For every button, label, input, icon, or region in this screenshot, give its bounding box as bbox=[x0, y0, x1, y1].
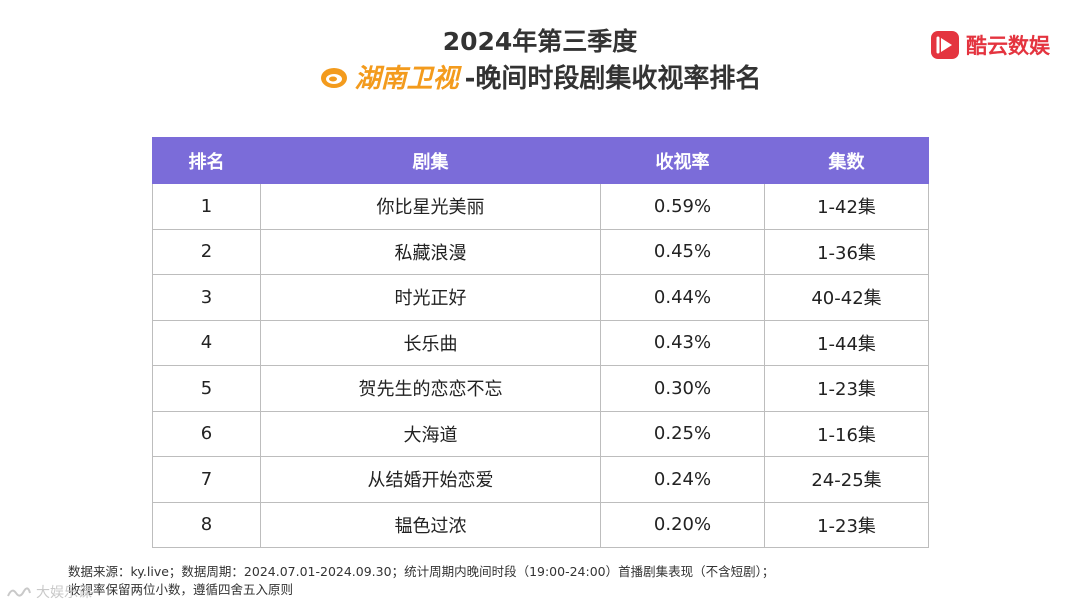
play-logo-icon bbox=[931, 31, 959, 59]
table-row: 8 韫色过浓 0.20% 1-23集 bbox=[152, 501, 929, 548]
drama-cell: 私藏浪漫 bbox=[260, 228, 601, 275]
ranking-table: 排名 剧集 收视率 集数 1 你比星光美丽 0.59% 1-42集 2 私藏浪漫… bbox=[152, 137, 929, 548]
footnote-source: 数据来源：ky.live；数据周期：2024.07.01-2024.09.30；… bbox=[68, 564, 775, 579]
column-header-drama: 剧集 bbox=[260, 137, 601, 184]
column-header-rating: 收视率 bbox=[600, 137, 765, 184]
rank-cell: 7 bbox=[152, 456, 261, 503]
rating-cell: 0.20% bbox=[600, 501, 765, 548]
column-header-rank: 排名 bbox=[152, 137, 261, 184]
episodes-cell: 1-44集 bbox=[764, 319, 929, 366]
brand-name: 酷云数娱 bbox=[966, 34, 1050, 58]
episodes-cell: 1-42集 bbox=[764, 183, 929, 230]
table-row: 6 大海道 0.25% 1-16集 bbox=[152, 410, 929, 457]
episodes-cell: 1-23集 bbox=[764, 365, 929, 412]
footnote-rounding: 收视率保留两位小数，遵循四舍五入原则 bbox=[68, 582, 294, 597]
drama-cell: 大海道 bbox=[260, 410, 601, 457]
drama-cell: 贺先生的恋恋不忘 bbox=[260, 365, 601, 412]
watermark-text: 大娱乐课 bbox=[36, 585, 92, 601]
rating-cell: 0.59% bbox=[600, 183, 765, 230]
drama-cell: 长乐曲 bbox=[260, 319, 601, 366]
table-row: 5 贺先生的恋恋不忘 0.30% 1-23集 bbox=[152, 365, 929, 412]
brand-logo: 酷云数娱 bbox=[930, 30, 1050, 60]
rank-cell: 1 bbox=[152, 183, 261, 230]
watermark-logo-icon bbox=[7, 587, 31, 597]
hunan-tv-logo-icon bbox=[320, 67, 347, 88]
episodes-cell: 1-36集 bbox=[764, 228, 929, 275]
rank-cell: 5 bbox=[152, 365, 261, 412]
rank-cell: 6 bbox=[152, 410, 261, 457]
rating-cell: 0.24% bbox=[600, 456, 765, 503]
rank-cell: 3 bbox=[152, 274, 261, 321]
episodes-cell: 1-23集 bbox=[764, 501, 929, 548]
rank-cell: 2 bbox=[152, 228, 261, 275]
drama-cell: 时光正好 bbox=[260, 274, 601, 321]
table-row: 1 你比星光美丽 0.59% 1-42集 bbox=[152, 183, 929, 230]
table-row: 2 私藏浪漫 0.45% 1-36集 bbox=[152, 228, 929, 275]
rank-cell: 8 bbox=[152, 501, 261, 548]
rating-cell: 0.25% bbox=[600, 410, 765, 457]
episodes-cell: 40-42集 bbox=[764, 274, 929, 321]
table-row: 7 从结婚开始恋爱 0.24% 24-25集 bbox=[152, 456, 929, 503]
table-row: 4 长乐曲 0.43% 1-44集 bbox=[152, 319, 929, 366]
drama-cell: 你比星光美丽 bbox=[260, 183, 601, 230]
episodes-cell: 24-25集 bbox=[764, 456, 929, 503]
channel-name: 湖南卫视 bbox=[354, 64, 459, 94]
drama-cell: 从结婚开始恋爱 bbox=[260, 456, 601, 503]
episodes-cell: 1-16集 bbox=[764, 410, 929, 457]
table-row: 3 时光正好 0.44% 40-42集 bbox=[152, 274, 929, 321]
watermark: 大娱乐课 bbox=[6, 582, 92, 602]
page-title: 2024年第三季度 bbox=[442, 27, 638, 56]
rating-cell: 0.45% bbox=[600, 228, 765, 275]
drama-cell: 韫色过浓 bbox=[260, 501, 601, 548]
rank-cell: 4 bbox=[152, 319, 261, 366]
rating-cell: 0.30% bbox=[600, 365, 765, 412]
column-header-episodes: 集数 bbox=[764, 137, 929, 184]
page-subtitle: 湖南卫视 -晚间时段剧集收视率排名 bbox=[0, 58, 1080, 95]
subtitle-text: -晚间时段剧集收视率排名 bbox=[464, 64, 762, 94]
rating-cell: 0.43% bbox=[600, 319, 765, 366]
footnote: 数据来源：ky.live；数据周期：2024.07.01-2024.09.30；… bbox=[68, 563, 774, 599]
rating-cell: 0.44% bbox=[600, 274, 765, 321]
table-header-row: 排名 剧集 收视率 集数 bbox=[152, 137, 929, 184]
